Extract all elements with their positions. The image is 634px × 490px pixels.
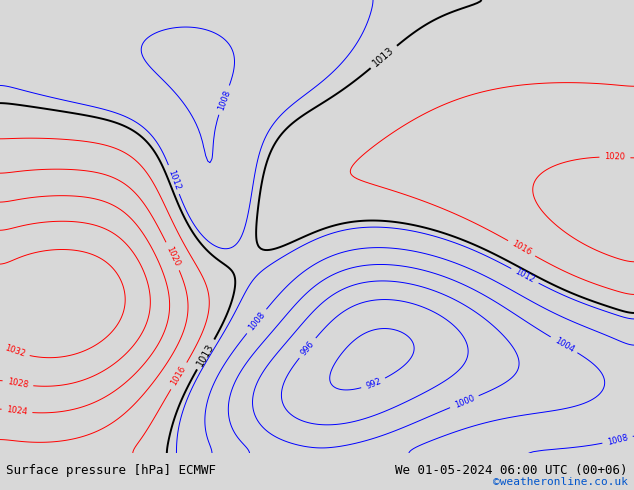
- Text: Surface pressure [hPa] ECMWF: Surface pressure [hPa] ECMWF: [6, 464, 216, 477]
- Text: 1016: 1016: [510, 239, 533, 257]
- Text: 1024: 1024: [6, 405, 28, 417]
- Text: We 01-05-2024 06:00 UTC (00+06): We 01-05-2024 06:00 UTC (00+06): [395, 464, 628, 477]
- Text: 996: 996: [299, 339, 316, 357]
- Text: 1012: 1012: [166, 168, 182, 191]
- Text: 992: 992: [365, 376, 382, 391]
- Text: 1020: 1020: [164, 245, 181, 268]
- Text: 1013: 1013: [372, 45, 396, 69]
- Text: 1016: 1016: [169, 365, 188, 387]
- Text: 1028: 1028: [7, 377, 29, 390]
- Text: 1008: 1008: [247, 310, 267, 332]
- Text: 1032: 1032: [3, 343, 26, 359]
- Text: 1000: 1000: [453, 393, 476, 410]
- Text: 1004: 1004: [553, 336, 576, 354]
- Text: ©weatheronline.co.uk: ©weatheronline.co.uk: [493, 477, 628, 487]
- Text: 1013: 1013: [195, 342, 216, 368]
- Text: 1008: 1008: [606, 433, 629, 446]
- Text: 1020: 1020: [604, 152, 626, 162]
- Text: 1008: 1008: [216, 89, 232, 112]
- Text: 1012: 1012: [514, 267, 536, 285]
